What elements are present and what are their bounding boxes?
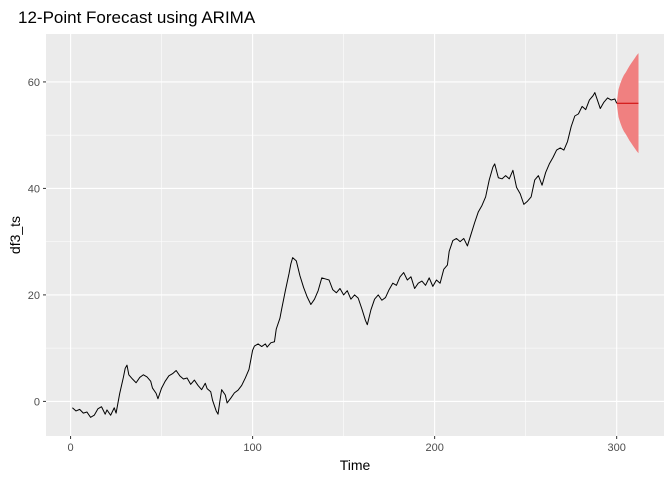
series-line-0 — [72, 92, 618, 418]
grid-lines — [46, 34, 664, 436]
y-tick-label: 20 — [28, 290, 40, 302]
x-tick-label: 300 — [607, 442, 625, 454]
series-layer — [72, 92, 639, 418]
y-tick-label: 40 — [28, 183, 40, 195]
y-axis-title: df3_ts — [7, 216, 23, 254]
axes: 0 100 200 300 0 20 40 60 — [28, 77, 626, 454]
x-tick-label: 100 — [243, 442, 261, 454]
x-tick-label: 0 — [68, 442, 74, 454]
y-tick-label: 60 — [28, 77, 40, 89]
plot-panel — [46, 34, 664, 436]
chart-title: 12-Point Forecast using ARIMA — [18, 8, 256, 27]
y-tick-label: 0 — [34, 396, 40, 408]
x-axis-title: Time — [340, 457, 371, 473]
x-tick-label: 200 — [425, 442, 443, 454]
